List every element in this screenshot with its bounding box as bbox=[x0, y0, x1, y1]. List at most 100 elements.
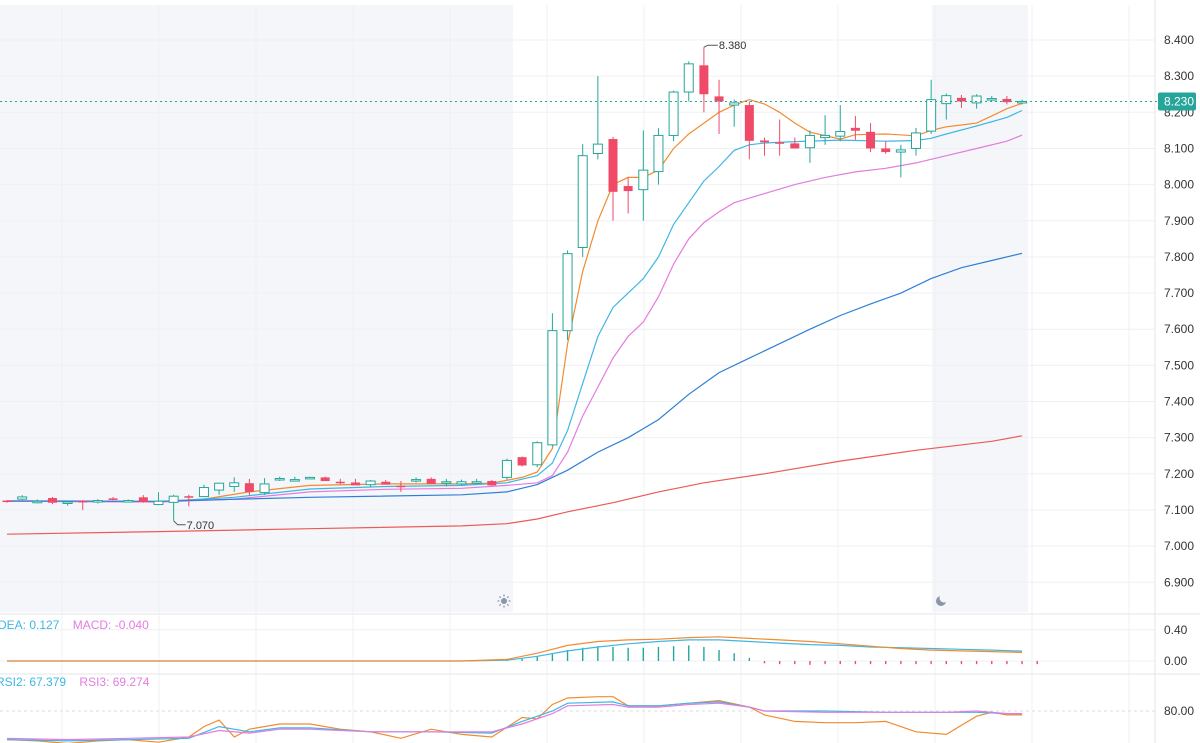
candle-body bbox=[926, 99, 937, 132]
candle-body bbox=[592, 143, 603, 155]
price-tick-label: 7.500 bbox=[1164, 358, 1194, 372]
candle-body bbox=[986, 98, 997, 101]
price-tick-label: 7.300 bbox=[1164, 431, 1194, 445]
candle-body bbox=[350, 482, 360, 486]
candle-body bbox=[1017, 100, 1028, 104]
macd-line bbox=[7, 636, 1023, 662]
price-tick-label: 7.400 bbox=[1164, 395, 1194, 409]
candle-body bbox=[487, 481, 497, 486]
candle-body bbox=[699, 65, 709, 95]
candle-body bbox=[123, 500, 134, 503]
price-tick-label: 7.600 bbox=[1164, 322, 1194, 336]
candle-body bbox=[683, 63, 694, 93]
moving-average-line bbox=[6, 435, 1023, 535]
price-tick-label: 8.300 bbox=[1164, 69, 1194, 83]
candle-body bbox=[426, 478, 436, 484]
candle-body bbox=[2, 500, 12, 503]
candle-body bbox=[92, 500, 103, 503]
candle-body bbox=[335, 481, 345, 484]
candle-body bbox=[214, 482, 225, 491]
candle-body bbox=[229, 482, 240, 487]
price-tick-label: 8.000 bbox=[1164, 178, 1194, 192]
sun-icon-core bbox=[501, 598, 507, 604]
dea-value: DEA: 0.127 bbox=[0, 618, 60, 632]
candle-body bbox=[911, 132, 921, 149]
candle-body bbox=[411, 479, 422, 482]
candle-body bbox=[320, 477, 330, 482]
candle-body bbox=[668, 91, 679, 136]
candle-body bbox=[396, 485, 406, 488]
candle-body bbox=[653, 134, 664, 173]
price-tick-label: 7.000 bbox=[1164, 539, 1194, 553]
rsi3-value: RSI3: 69.274 bbox=[79, 675, 150, 689]
candle-body bbox=[941, 95, 952, 105]
moon-icon bbox=[936, 593, 949, 606]
low-annotation-label: 7.070 bbox=[187, 520, 215, 532]
candle-body bbox=[381, 481, 391, 485]
price-tick-label: 6.900 bbox=[1164, 575, 1194, 589]
candle-body bbox=[289, 479, 300, 482]
candle-body bbox=[441, 481, 452, 484]
rsi-legend: RSI2: 67.379 RSI3: 69.274 bbox=[0, 675, 159, 689]
candle-body bbox=[365, 480, 376, 486]
candle-body bbox=[274, 477, 285, 481]
moving-average-line bbox=[6, 109, 1023, 503]
dea-line bbox=[7, 639, 1023, 662]
macd-legend: DEA: 0.127 MACD: -0.040 bbox=[0, 618, 159, 632]
candle-body bbox=[881, 148, 891, 153]
moving-average-line bbox=[6, 252, 1023, 502]
sun-icon bbox=[497, 594, 511, 608]
macd-value: MACD: -0.040 bbox=[72, 618, 149, 632]
last-price-label: 8.230 bbox=[1164, 94, 1194, 108]
macd-tick-label: 0.40 bbox=[1164, 623, 1188, 637]
candle-body bbox=[17, 496, 28, 500]
candle-body bbox=[866, 131, 876, 149]
candle-body bbox=[138, 497, 148, 502]
rsi2-value: RSI2: 67.379 bbox=[0, 675, 67, 689]
candle-body bbox=[471, 481, 482, 484]
price-tick-label: 7.800 bbox=[1164, 250, 1194, 264]
candle-body bbox=[895, 149, 906, 153]
candle-body bbox=[577, 155, 588, 249]
price-tick-label: 8.100 bbox=[1164, 141, 1194, 155]
moon-icon-cut bbox=[939, 593, 949, 603]
candle-body bbox=[62, 501, 73, 504]
candle-body bbox=[971, 95, 982, 104]
sun-icon-ray bbox=[498, 603, 502, 607]
last-price-tag bbox=[1158, 92, 1196, 111]
candle-body bbox=[850, 127, 860, 131]
candle-body bbox=[47, 498, 57, 503]
candle-body bbox=[835, 130, 846, 137]
candle-body bbox=[608, 139, 618, 192]
candle-body bbox=[153, 500, 164, 506]
candle-body bbox=[562, 253, 573, 332]
candle-body bbox=[638, 169, 649, 191]
rsi-tick-label: 80.00 bbox=[1164, 704, 1194, 718]
candle-body bbox=[1002, 98, 1012, 103]
price-tick-label: 7.200 bbox=[1164, 467, 1194, 481]
high-annotation-leader bbox=[703, 44, 718, 48]
price-tick-label: 7.700 bbox=[1164, 286, 1194, 300]
candle-body bbox=[956, 97, 966, 102]
candle-body bbox=[456, 481, 467, 485]
candle-body bbox=[804, 134, 815, 149]
candle-body bbox=[775, 142, 785, 144]
price-tick-label: 7.900 bbox=[1164, 214, 1194, 228]
macd-tick-label: 0.00 bbox=[1164, 654, 1188, 668]
price-tick-label: 8.400 bbox=[1164, 33, 1194, 47]
sun-icon-ray bbox=[506, 595, 510, 599]
candle-body bbox=[623, 186, 633, 192]
moving-average-line bbox=[6, 134, 1023, 503]
candle-body bbox=[517, 457, 527, 466]
candle-body bbox=[184, 496, 194, 498]
candle-body bbox=[760, 140, 769, 143]
candle-body bbox=[259, 483, 270, 494]
session-shade-night bbox=[932, 5, 1028, 612]
candle-body bbox=[790, 143, 800, 149]
candle-body bbox=[532, 442, 543, 466]
rsi3-line bbox=[6, 702, 1023, 741]
sun-icon-ray bbox=[498, 595, 502, 599]
high-annotation-label: 8.380 bbox=[719, 40, 747, 52]
candle-body bbox=[78, 500, 88, 503]
